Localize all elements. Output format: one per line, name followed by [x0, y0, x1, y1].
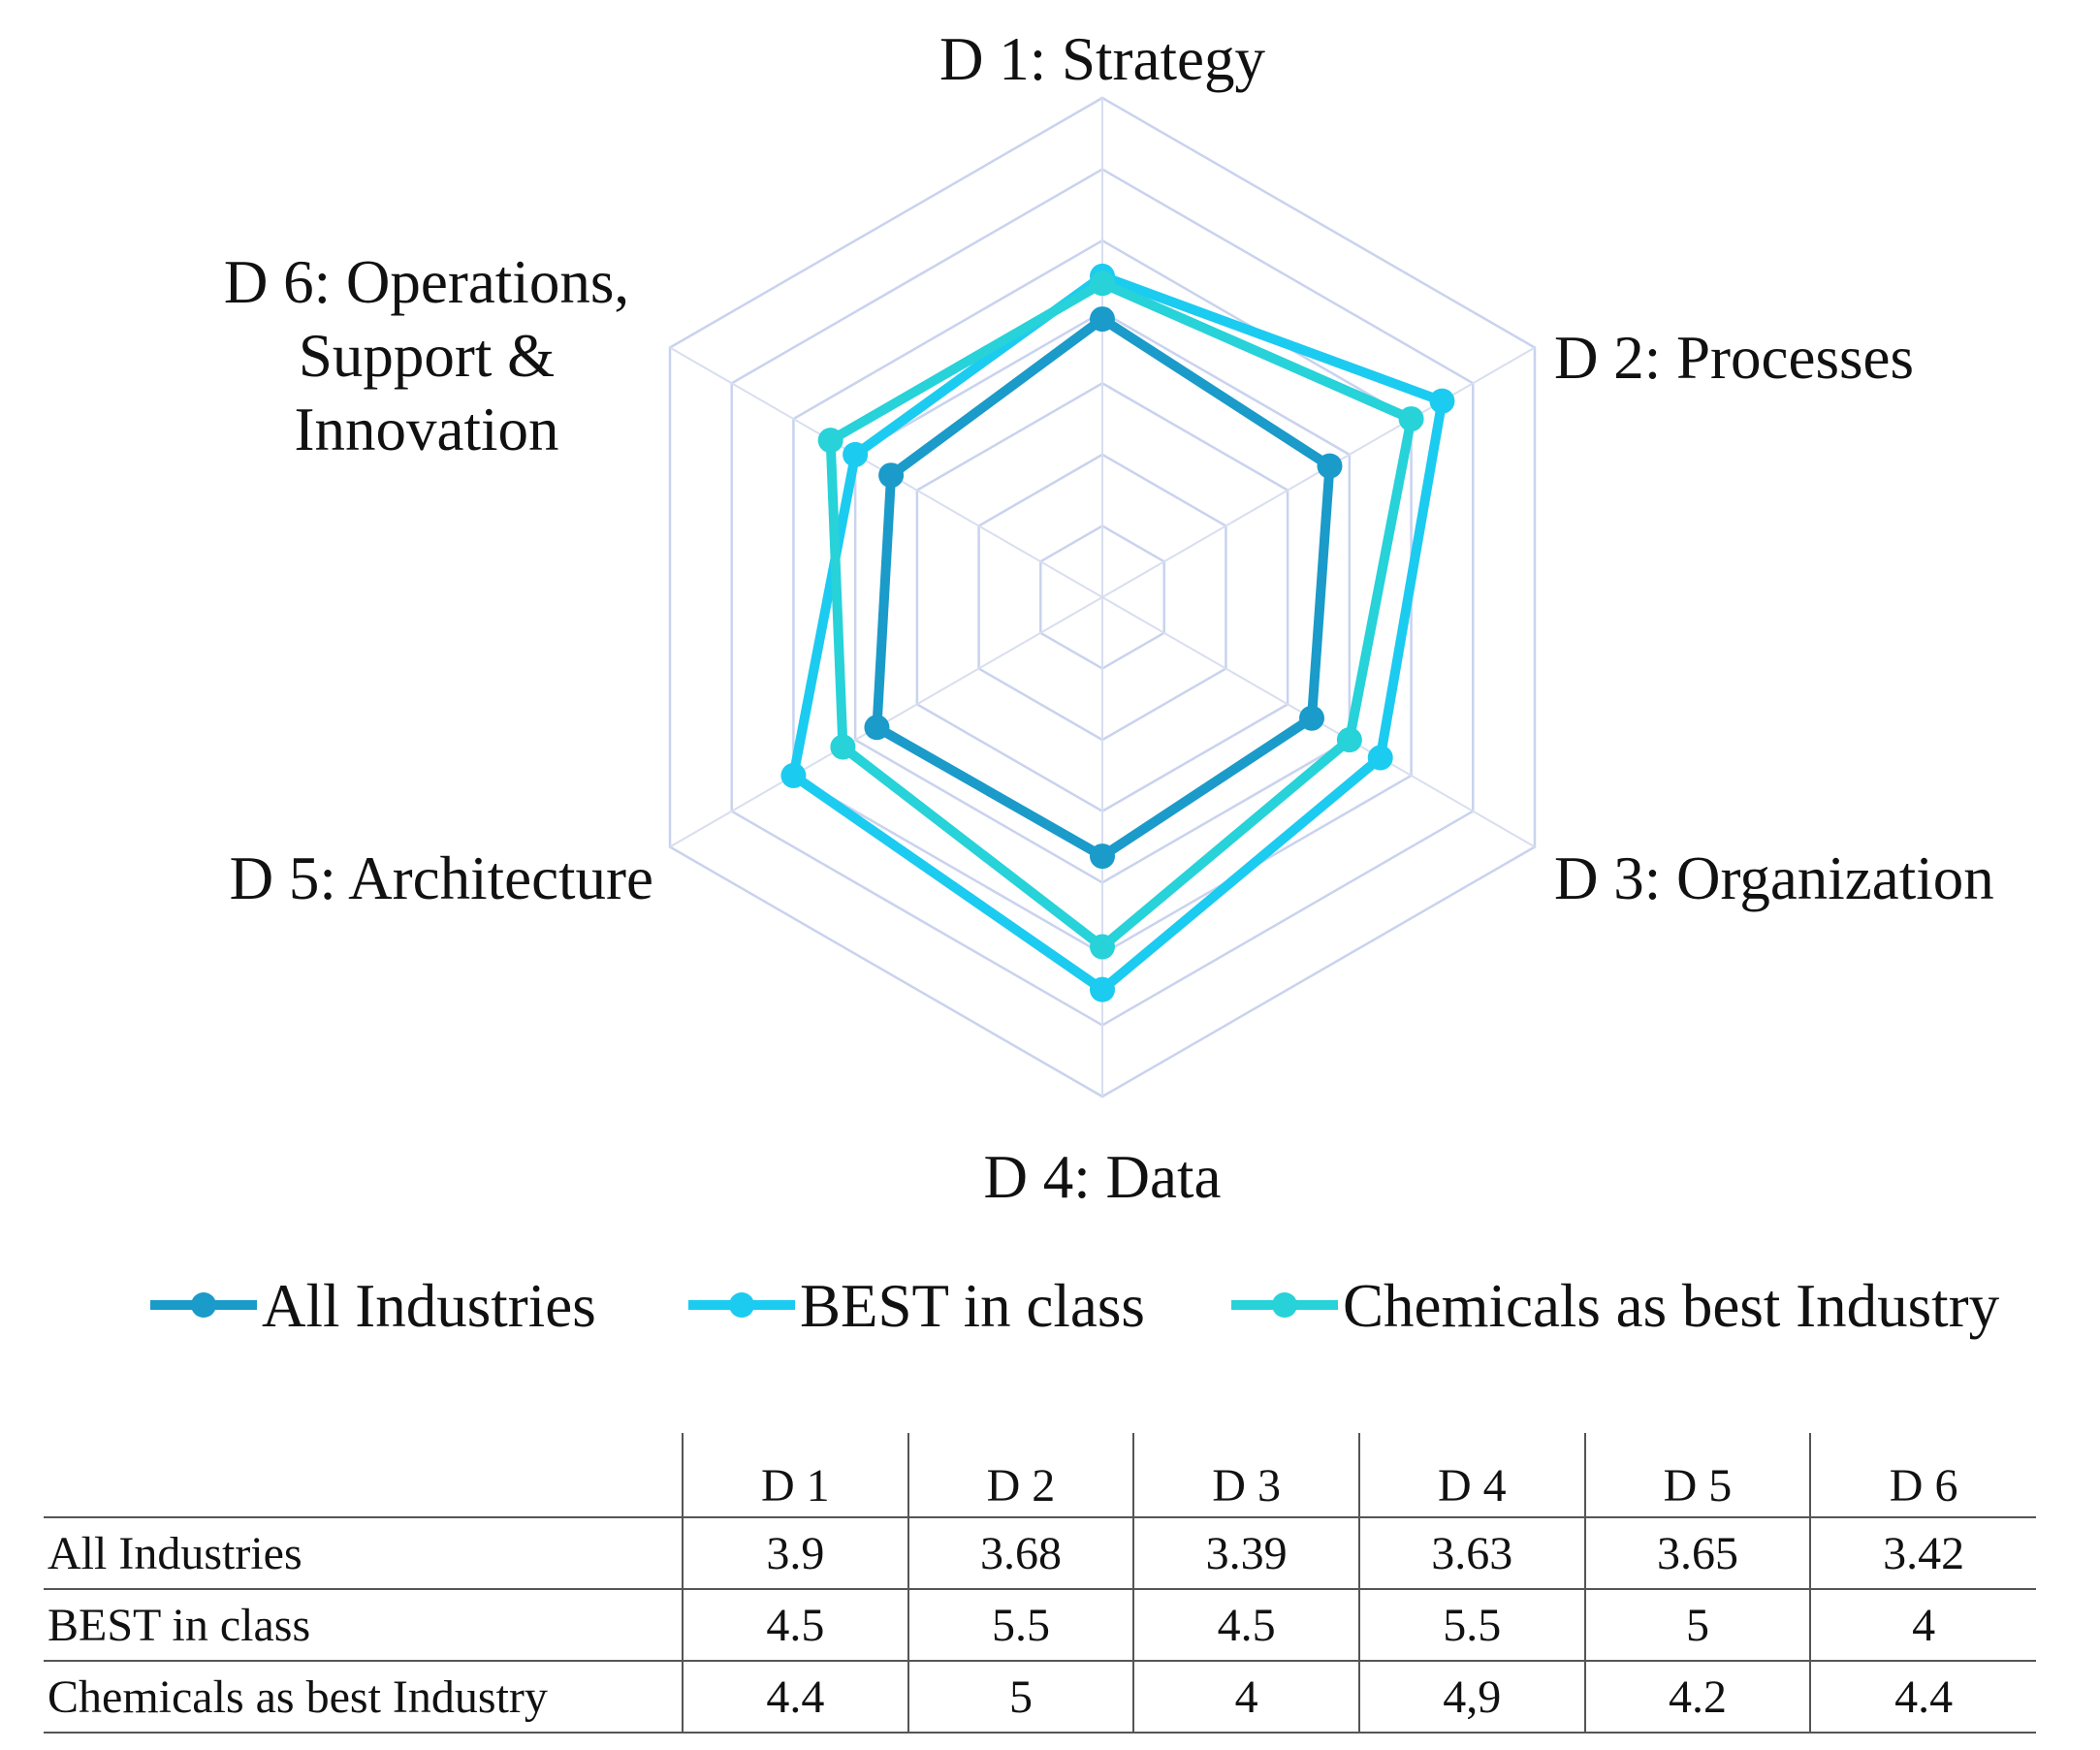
table-row: All Industries 3.9 3.68 3.39 3.63 3.65 3…	[44, 1517, 2036, 1589]
table-cell: 4.5	[1132, 1589, 1359, 1661]
axis-label: D 4: Data	[984, 1143, 1222, 1211]
axis-label: D 3: Organization	[1554, 844, 1994, 912]
chart-legend: All Industries BEST in class Chemicals as …	[150, 1272, 2000, 1340]
series-line	[788, 270, 1448, 995]
table-cell: 3.65	[1583, 1517, 1811, 1589]
table-cell: 3.68	[907, 1517, 1134, 1589]
table-cell: 4	[1809, 1589, 2036, 1661]
row-label: Chemicals as best Industry	[48, 1670, 548, 1723]
data-point	[1090, 934, 1115, 960]
data-point	[1398, 406, 1424, 432]
table-cell: 4.4	[682, 1661, 908, 1733]
data-point	[1090, 976, 1115, 1002]
radar-axis-labels: D 1: Strategy D 2: Processes D 3: Organiza…	[224, 25, 1994, 1211]
data-point	[843, 441, 869, 467]
table-cell: 4.2	[1583, 1661, 1811, 1733]
radar-series	[780, 263, 1455, 1002]
table-cell: 5	[1583, 1589, 1811, 1661]
table-cell: 3.39	[1132, 1517, 1359, 1589]
legend-label: Chemicals as best Industry	[1343, 1272, 2000, 1340]
column-header: D 6	[1809, 1433, 2036, 1517]
data-table: D 1 D 2 D 3 D 4 D 5 D 6 All Industries 3…	[44, 1433, 2036, 1734]
legend-label: BEST in class	[800, 1272, 1145, 1340]
column-header: D 2	[907, 1433, 1134, 1517]
row-label: BEST in class	[48, 1599, 311, 1651]
data-point	[864, 715, 890, 741]
table-cell: 5.5	[907, 1589, 1134, 1661]
axis-spoke	[1101, 346, 1536, 598]
legend-swatch-marker	[729, 1292, 754, 1318]
column-header: D 4	[1357, 1433, 1585, 1517]
table-cell: 5.5	[1357, 1589, 1585, 1661]
table-cell: 3.63	[1357, 1517, 1585, 1589]
data-point	[1090, 306, 1115, 333]
data-point	[830, 734, 856, 760]
data-point	[1336, 727, 1362, 753]
data-point	[1317, 453, 1343, 479]
row-label: All Industries	[48, 1527, 302, 1579]
axis-label: D 5: Architecture	[230, 844, 653, 912]
table-cell: 5	[907, 1661, 1134, 1733]
table-row: BEST in class 4.5 5.5 4.5 5.5 5 4	[44, 1589, 2036, 1661]
table-corner-cell	[44, 1433, 683, 1517]
axis-label: D 1: Strategy	[939, 25, 1265, 93]
table-cell: 4,9	[1357, 1661, 1585, 1733]
data-point	[1367, 745, 1393, 771]
table-header-row: D 1 D 2 D 3 D 4 D 5 D 6	[44, 1433, 2036, 1517]
table-cell: 4.5	[682, 1589, 908, 1661]
legend-label: All Industries	[262, 1272, 596, 1340]
column-header: D 1	[682, 1433, 908, 1517]
data-point	[1429, 388, 1455, 414]
table-cell: 3.9	[682, 1517, 908, 1589]
table-cell: 3.42	[1809, 1517, 2036, 1589]
legend-swatch-marker	[191, 1292, 216, 1318]
axis-label: D 2: Processes	[1554, 324, 1914, 392]
data-point	[878, 462, 905, 489]
axis-label: D 6: Operations, Support & Innovation	[224, 248, 629, 463]
table-cell: 4	[1132, 1661, 1359, 1733]
data-point	[780, 762, 807, 788]
data-point	[817, 428, 843, 454]
data-point	[1298, 705, 1324, 731]
table-row: Chemicals as best Industry 4.4 5 4 4,9 4…	[44, 1661, 2036, 1733]
data-point	[1090, 843, 1115, 870]
column-header: D 5	[1583, 1433, 1811, 1517]
data-point	[1090, 270, 1115, 297]
table-cell: 4.4	[1809, 1661, 2036, 1733]
column-header: D 3	[1132, 1433, 1359, 1517]
legend-swatch-marker	[1272, 1292, 1297, 1318]
